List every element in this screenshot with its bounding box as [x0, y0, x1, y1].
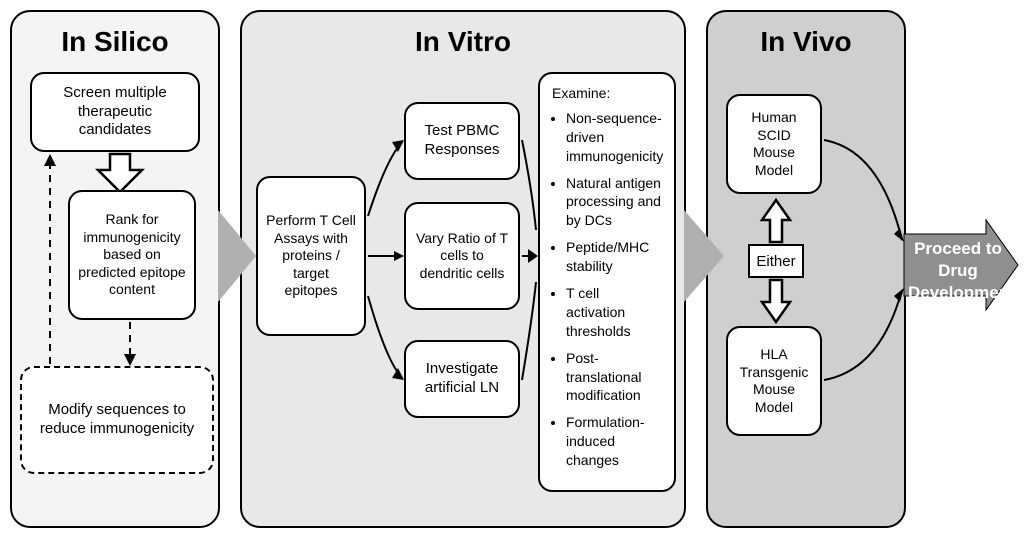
- node-screen: Screen multiple therapeutic candidates: [30, 72, 200, 152]
- node-tcell: Perform T Cell Assays with proteins / ta…: [256, 176, 366, 336]
- node-scid: Human SCID Mouse Model: [726, 94, 822, 194]
- examine-list: Non-sequence-driven immunogenicity Natur…: [552, 109, 662, 470]
- node-hla: HLA Transgenic Mouse Model: [726, 326, 822, 436]
- flow-diagram: In Silico In Vitro In Vivo: [10, 10, 1020, 530]
- node-artln: Investigate artificial LN: [404, 340, 520, 418]
- node-rank: Rank for immunogenicity based on predict…: [68, 190, 196, 320]
- examine-title: Examine:: [552, 84, 662, 103]
- panel-title-in-silico: In Silico: [24, 26, 206, 58]
- node-examine: Examine: Non-sequence-driven immunogenic…: [538, 72, 676, 492]
- panel-title-in-vivo: In Vivo: [720, 26, 892, 58]
- node-modify: Modify sequences to reduce immunogenicit…: [20, 366, 214, 474]
- panel-title-in-vitro: In Vitro: [254, 26, 672, 58]
- node-vary: Vary Ratio of T cells to dendritic cells: [404, 202, 520, 310]
- node-pbmc: Test PBMC Responses: [404, 102, 520, 180]
- proceed-label: Proceed to Drug Development: [908, 238, 1008, 304]
- node-either: Either: [748, 244, 804, 278]
- panel-in-vivo: In Vivo: [706, 10, 906, 528]
